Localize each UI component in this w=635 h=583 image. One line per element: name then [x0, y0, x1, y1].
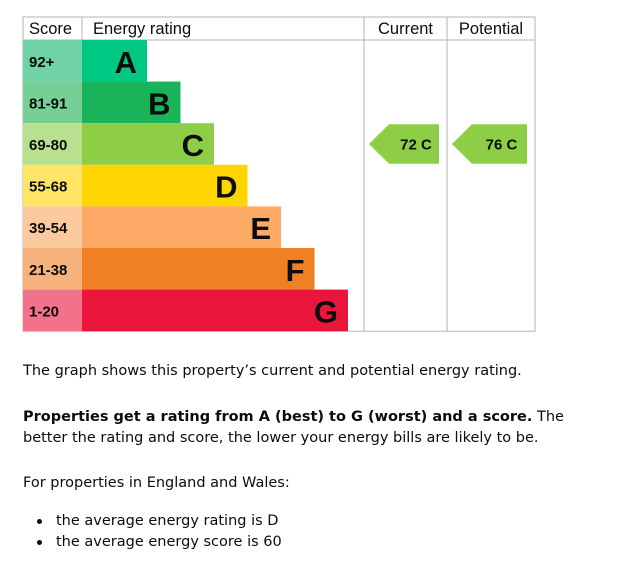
potential-header: Potential: [459, 20, 523, 38]
rating-explanation: Properties get a rating from A (best) to…: [23, 407, 583, 449]
score-cell-a: [23, 40, 82, 82]
current-header: Current: [378, 20, 433, 38]
score-header: Score: [29, 20, 72, 38]
rating-bar-e: [82, 206, 281, 248]
average-rating-item: the average energy rating is D: [23, 511, 282, 532]
average-rating-text: the average energy rating is D: [56, 513, 279, 529]
score-range-f: 21-38: [29, 262, 67, 279]
score-range-a: 92+: [29, 54, 55, 71]
average-score-text: the average energy score is 60: [56, 534, 282, 550]
rating-letter-e: E: [250, 211, 271, 246]
rating-bar-a: [82, 40, 147, 82]
score-range-d: 55-68: [29, 179, 67, 196]
rating-explanation-bold: Properties get a rating from A (best) to…: [23, 409, 533, 425]
bullet-icon: [37, 519, 42, 524]
rating-bar-d: [82, 164, 248, 207]
average-score-item: the average energy score is 60: [23, 532, 282, 553]
rating-letter-a: A: [115, 45, 137, 80]
current-arrow: [369, 124, 439, 164]
rating-letter-b: B: [148, 86, 170, 121]
bullet-icon: [37, 540, 42, 545]
score-cell-f: [23, 248, 82, 290]
rating-letter-c: C: [182, 128, 204, 163]
rating-bar-g: [82, 289, 348, 332]
energy-rating-chart: Score Energy rating Current Potential 92+ A 81…: [22, 16, 536, 332]
rating-bar-b: [82, 81, 181, 124]
rating-bar-f: [82, 248, 315, 290]
rating-letter-d: D: [215, 170, 237, 205]
potential-rating-label: 76 C: [486, 137, 518, 154]
score-range-e: 39-54: [29, 220, 68, 237]
average-list: the average energy rating is D the avera…: [23, 511, 282, 553]
current-rating-label: 72 C: [400, 137, 432, 154]
score-cell-b: [23, 81, 82, 124]
intro-text: The graph shows this property’s current …: [23, 363, 522, 379]
rating-bar-c: [82, 123, 214, 165]
score-cell-d: [23, 164, 82, 207]
score-range-g: 1-20: [29, 303, 59, 320]
rating-letter-g: G: [314, 294, 338, 329]
score-range-b: 81-91: [29, 95, 67, 112]
rating-letter-f: F: [286, 253, 305, 288]
score-cell-e: [23, 206, 82, 248]
region-text: For properties in England and Wales:: [23, 475, 290, 491]
score-cell-c: [23, 123, 82, 165]
energy-rating-header: Energy rating: [93, 20, 191, 38]
potential-arrow: [452, 124, 527, 164]
rating-explanation-rest: The better the rating and score, the low…: [23, 409, 564, 446]
score-range-c: 69-80: [29, 137, 67, 154]
score-cell-g: [23, 289, 82, 332]
